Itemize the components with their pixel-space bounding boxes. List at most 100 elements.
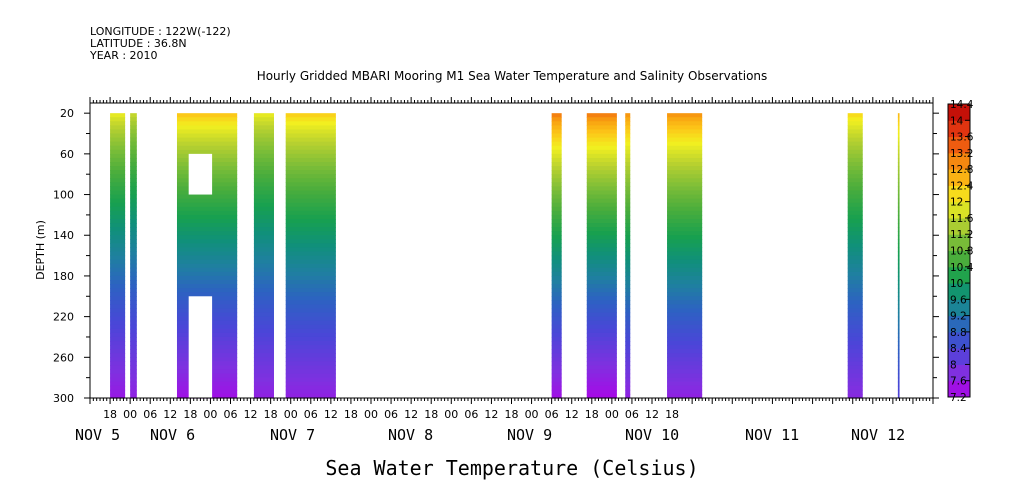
data-cell (847, 365, 863, 371)
data-cell (667, 113, 703, 118)
data-cell (847, 324, 863, 330)
data-cell (667, 157, 703, 163)
data-cell (551, 186, 562, 192)
data-cell (285, 389, 336, 395)
data-cell (285, 214, 336, 220)
data-cell (176, 133, 238, 139)
data-cell (130, 389, 137, 395)
x-tick-label: 18 (264, 408, 278, 421)
data-cell (667, 162, 703, 167)
x-day-label: NOV 11 (745, 426, 799, 444)
data-cell (847, 113, 863, 118)
data-cell (176, 259, 238, 265)
data-cell (847, 227, 863, 232)
data-cell (551, 174, 562, 179)
data-cell (253, 357, 274, 362)
data-cell (253, 239, 274, 244)
data-cell (897, 129, 900, 135)
data-cell (897, 210, 900, 216)
colorbar-band (948, 283, 970, 300)
data-column (625, 113, 631, 399)
data-cell (586, 259, 617, 265)
data-cell (130, 206, 137, 212)
y-tick-label: 140 (53, 229, 74, 242)
colorbar-label: 14 (950, 115, 964, 127)
data-cell (551, 267, 562, 273)
data-cell (130, 275, 137, 281)
data-cell (130, 145, 137, 151)
data-cell (625, 292, 631, 297)
data-cell (285, 357, 336, 362)
colorbar-label: 13.2 (950, 148, 973, 160)
data-cell (625, 178, 631, 183)
data-cell (667, 251, 703, 257)
data-cell (625, 353, 631, 358)
data-cell (625, 251, 631, 257)
data-cell (847, 300, 863, 306)
data-cell (625, 345, 631, 350)
data-cell (110, 182, 126, 188)
data-cell (130, 121, 137, 126)
data-cell (897, 267, 900, 273)
colorbar-band (948, 348, 970, 365)
data-cell (130, 214, 137, 220)
data-cell (253, 174, 274, 179)
data-cell (847, 361, 863, 367)
colorbar-label: 7.6 (950, 376, 967, 388)
data-cell (285, 280, 336, 285)
data-cell (586, 231, 617, 236)
data-cell (586, 389, 617, 395)
data-cell (130, 166, 137, 171)
colorbar-label: 13.6 (950, 132, 974, 144)
data-cell (130, 316, 137, 322)
data-cell (897, 389, 900, 395)
data-cell (586, 341, 617, 346)
data-cell (625, 149, 631, 155)
data-cell (551, 328, 562, 334)
data-cell (551, 247, 562, 253)
data-cell (551, 206, 562, 212)
data-cell (551, 190, 562, 196)
data-cell (253, 280, 274, 285)
data-cell (625, 186, 631, 192)
longitude-label: LONGITUDE : 122W(-122) (90, 25, 231, 38)
data-cell (667, 149, 703, 155)
data-cell (586, 186, 617, 192)
data-cell (897, 251, 900, 257)
data-cell (897, 194, 900, 200)
data-cell (285, 259, 336, 265)
data-cell (176, 288, 238, 293)
data-cell (625, 304, 631, 310)
data-cell (110, 385, 126, 391)
data-cell (285, 288, 336, 293)
data-cell (625, 223, 631, 228)
data-cell (551, 231, 562, 236)
data-cell (897, 385, 900, 391)
data-cell (130, 182, 137, 188)
data-cell (667, 174, 703, 179)
data-cell (625, 296, 631, 301)
year-label: YEAR : 2010 (89, 49, 158, 62)
data-column (586, 113, 617, 399)
data-cell (130, 190, 137, 196)
data-cell (110, 296, 126, 301)
data-cell (176, 141, 238, 147)
data-cell (253, 141, 274, 147)
data-cell (847, 137, 863, 143)
data-cell (285, 125, 336, 131)
data-cell (130, 117, 137, 122)
data-cell (847, 243, 863, 249)
data-cell (625, 320, 631, 326)
x-tick-label: 18 (344, 408, 358, 421)
data-cell (253, 284, 274, 289)
data-cell (253, 381, 274, 387)
data-cell (551, 149, 562, 155)
data-cell (551, 166, 562, 171)
data-cell (847, 280, 863, 285)
data-cell (586, 182, 617, 188)
data-cell (110, 369, 126, 375)
data-cell (253, 328, 274, 334)
data-cell (897, 284, 900, 289)
data-cell (667, 194, 703, 200)
data-cell (130, 174, 137, 179)
